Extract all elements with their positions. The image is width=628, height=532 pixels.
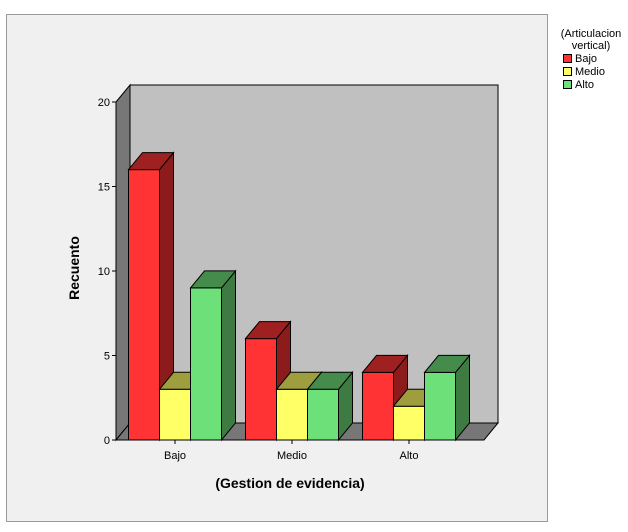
bar-alto-alto — [424, 371, 456, 441]
legend-label: Alto — [575, 78, 594, 91]
bar-medio-bajo — [245, 338, 277, 441]
x-tick-label: Alto — [400, 450, 419, 462]
bar-top-bajo-bajo — [127, 152, 175, 171]
y-tick-label: 15 — [98, 182, 110, 194]
y-tick-label: 5 — [104, 351, 110, 363]
legend-item-bajo: Bajo — [563, 52, 625, 65]
bar-side-bajo-alto — [221, 269, 236, 442]
bar-bajo-alto — [190, 287, 222, 441]
legend-swatch — [563, 54, 572, 63]
bar-top-alto-alto — [423, 354, 471, 373]
bar-bajo-medio — [159, 388, 191, 441]
legend: (Articulacion vertical) Bajo Medio Alto — [557, 28, 625, 91]
bar-medio-alto — [307, 388, 339, 441]
bar-top-medio-alto — [306, 371, 354, 390]
legend-swatch — [563, 67, 572, 76]
legend-swatch — [563, 80, 572, 89]
bar-top-alto-bajo — [361, 354, 409, 373]
bar-bajo-bajo — [128, 169, 160, 441]
legend-item-alto: Alto — [563, 78, 625, 91]
y-tick-label: 0 — [104, 435, 110, 447]
y-tick-label: 20 — [98, 97, 110, 109]
bar-alto-medio — [393, 405, 425, 441]
legend-label: Medio — [575, 65, 605, 78]
x-tick-label: Medio — [277, 450, 307, 462]
y-tick-label: 10 — [98, 266, 110, 278]
bar-medio-medio — [276, 388, 308, 441]
legend-item-medio: Medio — [563, 65, 625, 78]
y-axis-title: Recuento — [66, 236, 82, 300]
x-tick-label: Bajo — [164, 450, 186, 462]
bar-alto-bajo — [362, 371, 394, 441]
bar-top-medio-bajo — [244, 321, 292, 340]
plot-left-wall — [115, 83, 131, 442]
legend-label: Bajo — [575, 52, 598, 65]
bar-top-bajo-alto — [189, 270, 237, 289]
legend-title: (Articulacion vertical) — [560, 28, 622, 52]
x-axis-title: (Gestion de evidencia) — [215, 475, 364, 491]
